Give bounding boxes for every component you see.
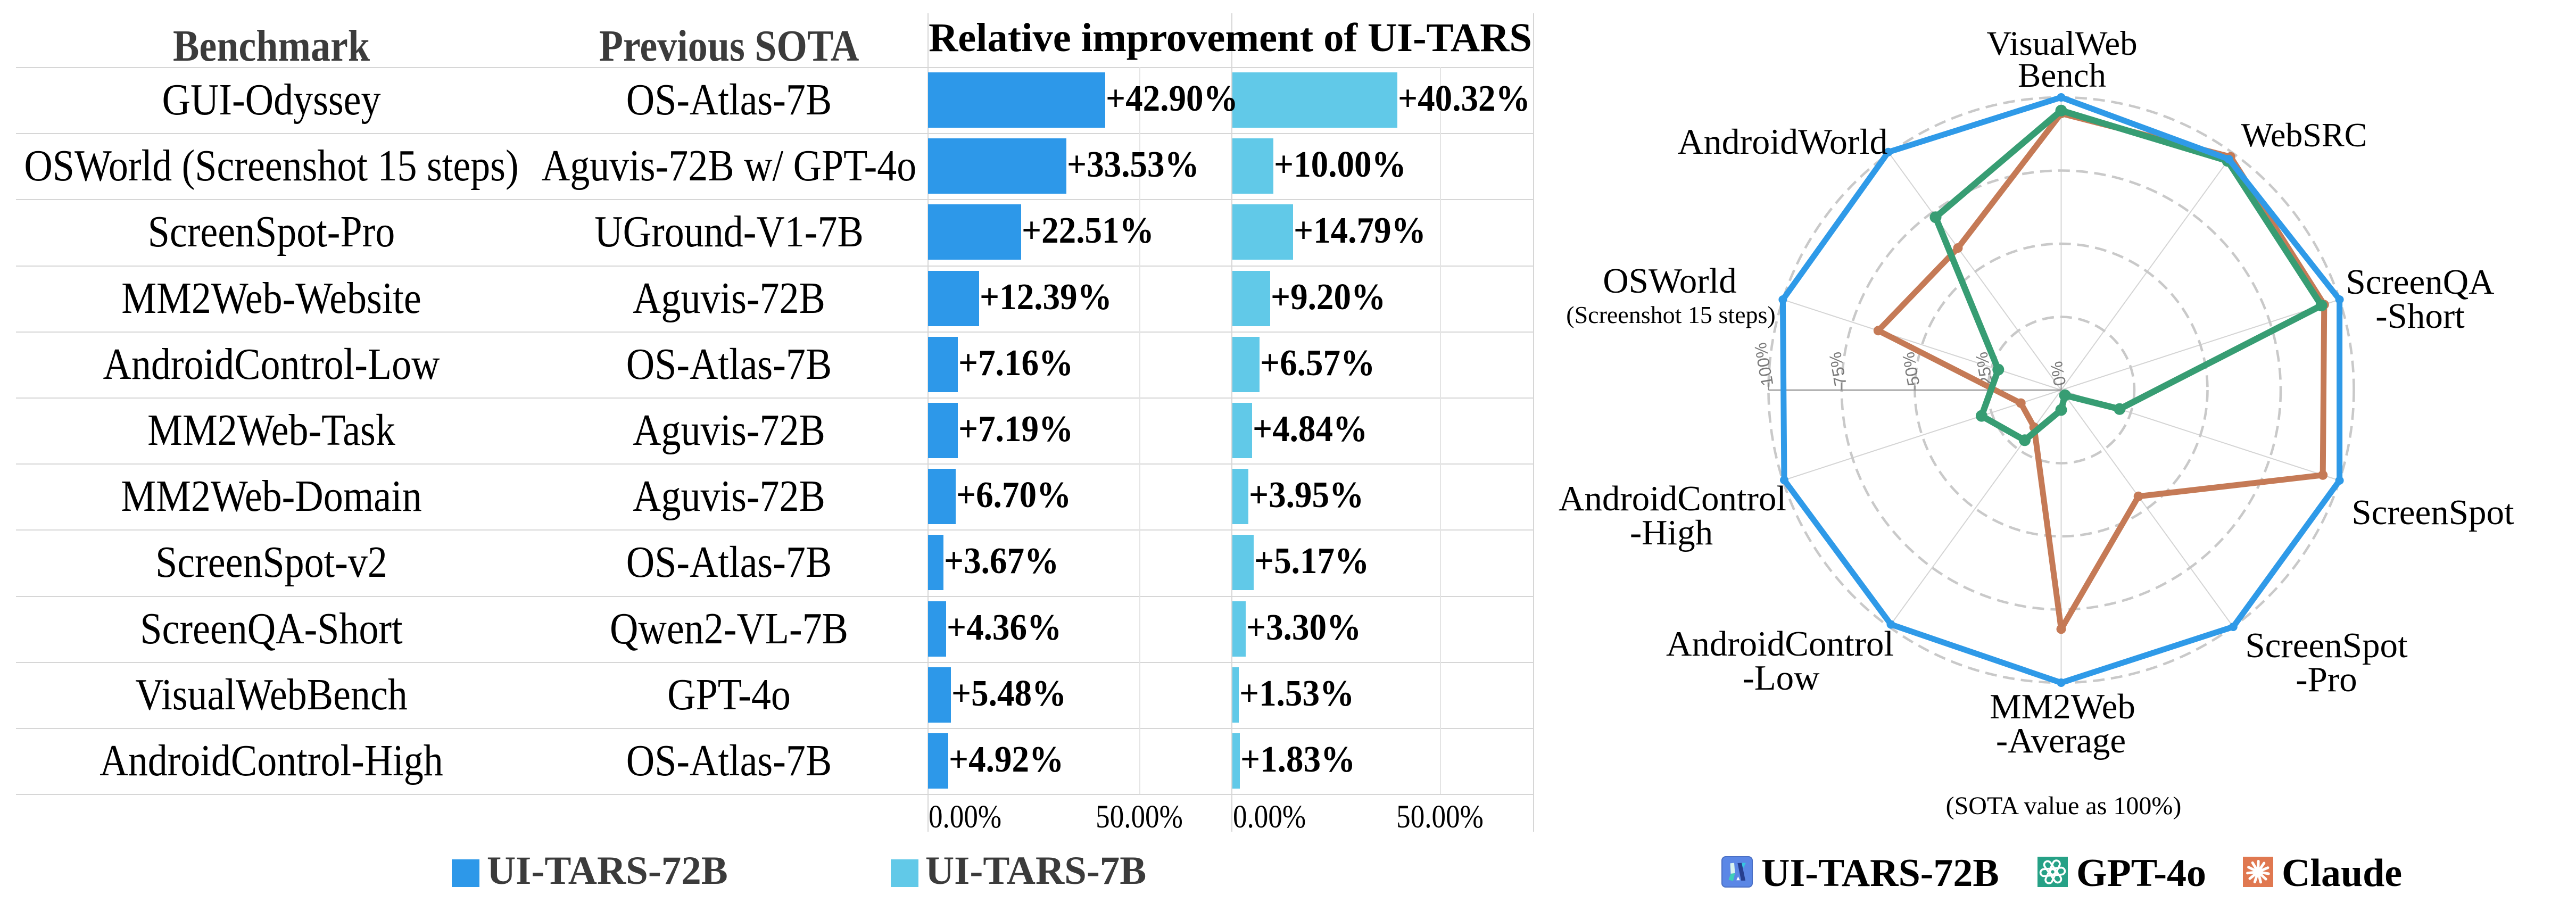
svg-text:OSWorld: OSWorld — [1603, 261, 1736, 301]
svg-text:-Low: -Low — [1742, 658, 1820, 698]
svg-text:ScreenSpot: ScreenSpot — [2351, 493, 2514, 532]
svg-text:-High: -High — [1630, 513, 1713, 552]
svg-text:-Short: -Short — [2375, 296, 2465, 336]
svg-text:MM2Web: MM2Web — [1990, 687, 2135, 726]
svg-text:-Pro: -Pro — [2296, 660, 2357, 699]
svg-text:75%: 75% — [1825, 351, 1850, 387]
svg-text:VisualWeb: VisualWeb — [1986, 24, 2137, 63]
svg-text:Claude: Claude — [2282, 851, 2402, 895]
svg-text:AndroidControl: AndroidControl — [1559, 479, 1786, 518]
svg-text:AndroidControl: AndroidControl — [1666, 624, 1894, 664]
svg-text:AndroidWorld: AndroidWorld — [1678, 121, 1888, 162]
svg-text:0%: 0% — [2047, 360, 2069, 387]
svg-text:UI-TARS-72B: UI-TARS-72B — [1761, 851, 1999, 895]
svg-text:GPT-4o: GPT-4o — [2076, 851, 2206, 895]
svg-text:100%: 100% — [1751, 341, 1777, 387]
svg-text:WebSRC: WebSRC — [2241, 116, 2367, 154]
svg-text:ScreenSpot: ScreenSpot — [2245, 626, 2408, 665]
svg-text:(Screenshot 15 steps): (Screenshot 15 steps) — [1566, 301, 1775, 328]
svg-text:Bench: Bench — [2018, 56, 2106, 95]
svg-text:-Average: -Average — [1996, 721, 2126, 760]
svg-text:(SOTA value as 100%): (SOTA value as 100%) — [1946, 792, 2182, 820]
svg-text:ScreenQA: ScreenQA — [2346, 262, 2494, 302]
